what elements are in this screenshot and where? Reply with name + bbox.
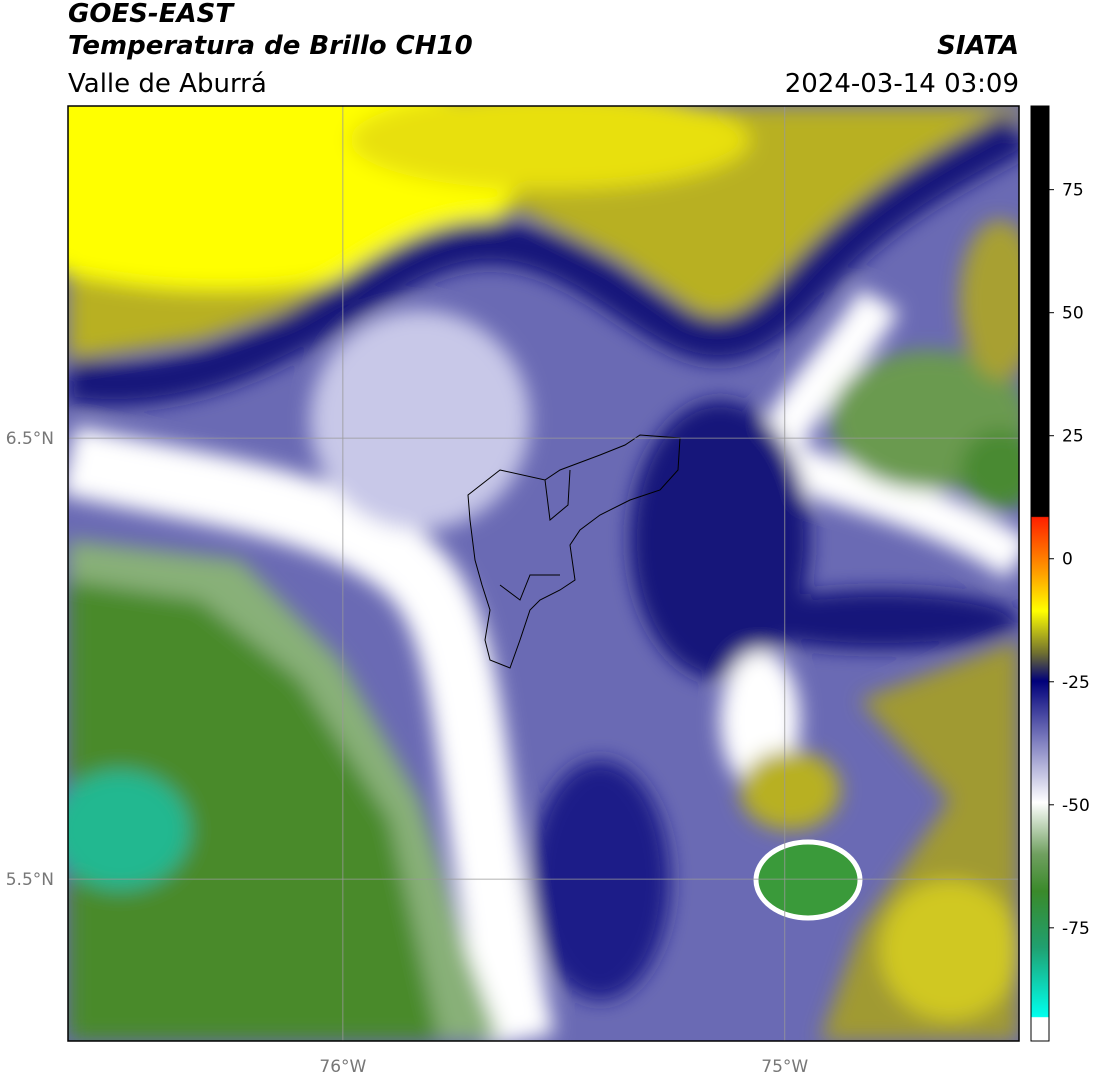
- map-frame: [67, 105, 1020, 1042]
- colorbar-tick-label: -25: [1062, 673, 1090, 693]
- colorbar-tick-label: 0: [1062, 550, 1073, 570]
- colorbar-tick-label: 25: [1062, 427, 1084, 447]
- y-tick-label: 5.5°N: [6, 870, 54, 890]
- y-tick-label: 6.5°N: [6, 429, 54, 449]
- product: Temperatura de Brillo CH10: [68, 31, 473, 61]
- x-tick-label: 76°W: [319, 1057, 366, 1077]
- colorbar-tick-label: -75: [1062, 919, 1090, 939]
- grid: [68, 106, 1019, 1041]
- region: Valle de Aburrá: [68, 69, 267, 99]
- satellite: GOES-EAST: [68, 0, 235, 29]
- agency: SIATA: [937, 31, 1019, 61]
- colorbar-tick-label: 75: [1062, 181, 1084, 201]
- x-tick-label: 75°W: [761, 1057, 808, 1077]
- satellite-image: [68, 106, 1019, 1041]
- datetime: 2024-03-14 03:09: [785, 69, 1019, 99]
- colorbar-tick-label: -50: [1062, 796, 1090, 816]
- colorbar: [1030, 105, 1050, 1042]
- colorbar-tick-label: 50: [1062, 304, 1084, 324]
